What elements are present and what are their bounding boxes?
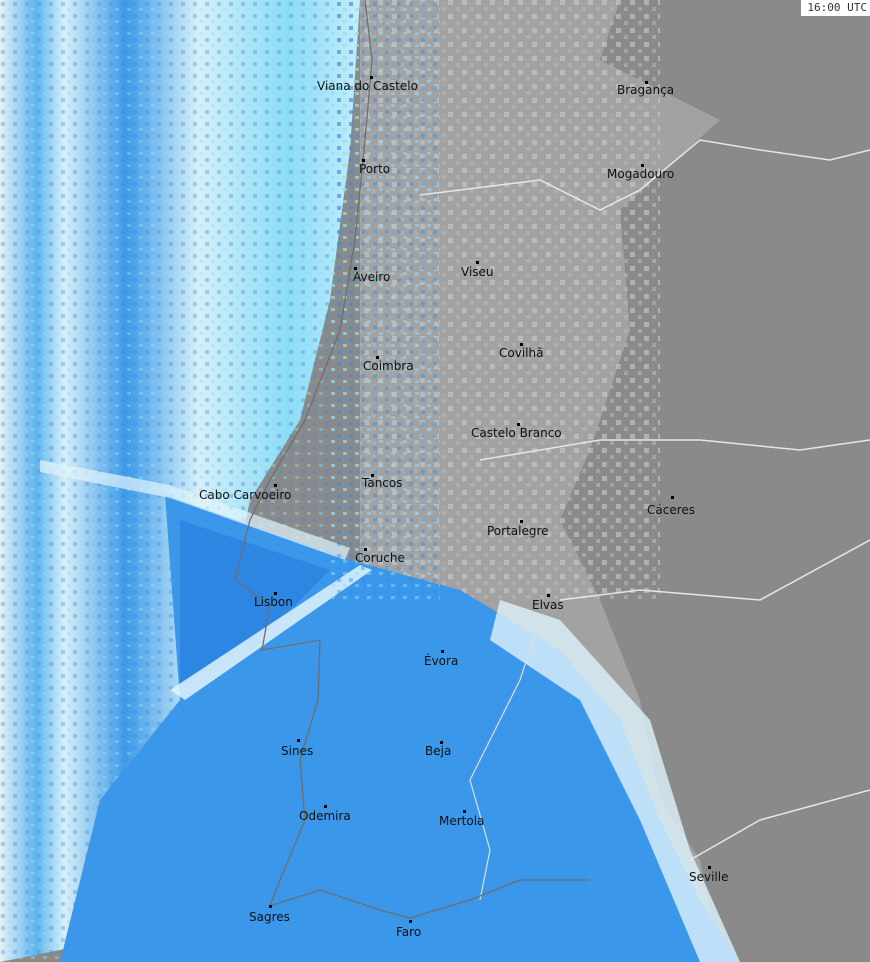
- border: [419, 139, 870, 211]
- city-dot: [269, 905, 272, 908]
- city-label: Bragança: [617, 83, 675, 97]
- city-label: Odemira: [299, 809, 351, 823]
- city-label: Cabo Carvoeiro: [199, 488, 292, 502]
- city-dot: [463, 810, 466, 813]
- city-dot: [645, 81, 648, 84]
- city-label: Tancos: [362, 476, 403, 490]
- city-label: Évora: [424, 654, 459, 668]
- city-label: Viana do Castelo: [317, 79, 418, 93]
- city-label: Sines: [281, 744, 314, 758]
- city-label: Faro: [396, 925, 422, 939]
- city-label: Castelo Branco: [471, 426, 562, 440]
- city-dot: [354, 267, 357, 270]
- coastline: [234, 0, 590, 919]
- city-dot: [409, 920, 412, 923]
- city-dot: [517, 423, 520, 426]
- city-label: Coimbra: [363, 359, 414, 373]
- city-label: Aveiro: [353, 270, 391, 284]
- city-dot: [371, 474, 374, 477]
- city-dot: [520, 343, 523, 346]
- city-label: Coruche: [355, 551, 405, 565]
- city-dot: [370, 76, 373, 79]
- city-dot: [362, 159, 365, 162]
- city-dot: [520, 520, 523, 523]
- city-label: Porto: [359, 162, 391, 176]
- city-dot: [547, 594, 550, 597]
- city-dot: [671, 496, 674, 499]
- timestamp-label: 16:00 UTC: [801, 0, 870, 16]
- city-label: Mertola: [439, 814, 485, 828]
- city-dot: [476, 261, 479, 264]
- city-dot: [274, 592, 277, 595]
- city-label: Viseu: [461, 265, 494, 279]
- city-dot: [324, 805, 327, 808]
- city-label: Covilhã: [499, 346, 544, 360]
- city-label: Cáceres: [647, 503, 696, 517]
- city-label: Beja: [425, 744, 452, 758]
- city-label: Seville: [689, 870, 729, 884]
- city-dot: [441, 650, 444, 653]
- city-dot: [376, 356, 379, 359]
- city-dot: [708, 866, 711, 869]
- city-dot: [641, 164, 644, 167]
- city-label: Mogadouro: [607, 167, 675, 181]
- city-label: Sagres: [249, 910, 290, 924]
- city-label: Lisbon: [254, 595, 293, 609]
- city-dot: [274, 484, 277, 487]
- city-label: Elvas: [532, 598, 564, 612]
- city-dot: [440, 741, 443, 744]
- city-dot: [297, 739, 300, 742]
- city-dot: [364, 548, 367, 551]
- city-label: Portalegre: [487, 524, 549, 538]
